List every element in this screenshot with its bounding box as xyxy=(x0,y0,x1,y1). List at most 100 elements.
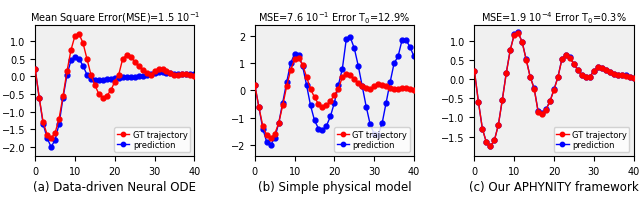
Title: MSE=7.6 10$^{-1}$ Error T$_0$=12.9%: MSE=7.6 10$^{-1}$ Error T$_0$=12.9% xyxy=(259,10,410,26)
GT trajectory xyxy=(283,86,291,88)
prediction xyxy=(115,78,123,80)
Title: MSE=1.9 10$^{-4}$ Error T$_0$=0.3%: MSE=1.9 10$^{-4}$ Error T$_0$=0.3% xyxy=(481,10,627,26)
prediction xyxy=(382,102,390,104)
prediction xyxy=(95,79,102,82)
prediction xyxy=(566,57,574,59)
prediction xyxy=(123,76,131,79)
GT trajectory xyxy=(362,87,370,89)
GT trajectory xyxy=(506,50,514,52)
GT trajectory xyxy=(267,137,275,140)
GT trajectory xyxy=(590,71,598,73)
prediction xyxy=(163,72,170,75)
prediction xyxy=(499,99,506,101)
GT trajectory xyxy=(67,49,75,52)
prediction xyxy=(374,134,382,137)
GT trajectory xyxy=(151,70,159,73)
GT trajectory xyxy=(175,74,182,76)
GT trajectory xyxy=(518,42,526,44)
GT trajectory xyxy=(570,64,578,66)
prediction xyxy=(590,70,598,73)
GT trajectory xyxy=(319,106,326,108)
GT trajectory xyxy=(522,59,530,62)
GT trajectory xyxy=(255,106,262,108)
prediction xyxy=(479,128,486,130)
prediction xyxy=(171,73,179,75)
GT trajectory xyxy=(378,84,386,87)
prediction xyxy=(331,102,339,104)
GT trajectory xyxy=(95,93,102,96)
prediction xyxy=(175,73,182,75)
GT trajectory xyxy=(83,58,91,61)
prediction xyxy=(387,82,394,84)
prediction xyxy=(295,55,303,57)
prediction xyxy=(310,120,318,122)
GT trajectory xyxy=(602,70,609,72)
Legend: GT trajectory, prediction: GT trajectory, prediction xyxy=(334,128,410,152)
GT trajectory xyxy=(279,105,287,107)
prediction xyxy=(355,65,362,68)
GT trajectory xyxy=(390,88,398,91)
X-axis label: (b) Simple physical model: (b) Simple physical model xyxy=(257,180,412,193)
GT trajectory xyxy=(310,97,318,99)
GT trajectory xyxy=(394,88,402,91)
GT trajectory xyxy=(499,99,506,102)
GT trajectory xyxy=(574,70,582,72)
GT trajectory xyxy=(515,32,522,35)
GT trajectory xyxy=(534,111,542,113)
GT trajectory xyxy=(470,71,478,73)
GT trajectory xyxy=(91,85,99,87)
GT trajectory xyxy=(490,140,498,142)
prediction xyxy=(614,74,621,77)
prediction xyxy=(558,58,566,60)
prediction xyxy=(542,109,550,111)
prediction xyxy=(510,34,518,36)
prediction xyxy=(522,59,530,61)
prediction xyxy=(351,48,358,50)
GT trajectory xyxy=(111,81,118,83)
prediction xyxy=(626,76,634,78)
GT trajectory xyxy=(346,75,354,77)
prediction xyxy=(606,71,614,73)
prediction xyxy=(179,73,186,75)
GT trajectory xyxy=(606,71,614,74)
GT trajectory xyxy=(366,88,374,91)
prediction xyxy=(279,102,287,104)
prediction xyxy=(550,89,558,91)
prediction xyxy=(371,133,378,136)
GT trajectory xyxy=(127,56,134,59)
GT trajectory xyxy=(531,88,538,90)
prediction xyxy=(55,123,63,126)
GT trajectory xyxy=(323,105,330,107)
prediction xyxy=(515,32,522,34)
prediction xyxy=(151,72,159,75)
GT trajectory xyxy=(483,141,490,144)
prediction xyxy=(598,67,605,70)
prediction xyxy=(323,125,330,127)
GT trajectory xyxy=(71,35,79,38)
prediction xyxy=(303,84,310,87)
prediction xyxy=(554,76,562,78)
GT trajectory xyxy=(171,74,179,76)
prediction xyxy=(263,141,271,144)
GT trajectory xyxy=(622,75,630,78)
GT trajectory xyxy=(55,118,63,120)
GT trajectory xyxy=(371,86,378,88)
GT trajectory xyxy=(131,61,138,63)
prediction xyxy=(483,141,490,144)
GT trajectory xyxy=(331,94,339,96)
prediction xyxy=(486,145,494,148)
GT trajectory xyxy=(614,75,621,77)
prediction xyxy=(182,73,190,75)
GT trajectory xyxy=(39,121,47,124)
prediction xyxy=(259,128,267,130)
GT trajectory xyxy=(586,76,594,79)
GT trajectory xyxy=(251,84,259,87)
GT trajectory xyxy=(374,84,382,86)
GT trajectory xyxy=(119,58,127,61)
GT trajectory xyxy=(538,113,546,115)
prediction xyxy=(107,79,115,81)
prediction xyxy=(315,128,323,130)
GT trajectory xyxy=(566,57,574,60)
prediction xyxy=(67,60,75,62)
prediction xyxy=(111,78,118,80)
